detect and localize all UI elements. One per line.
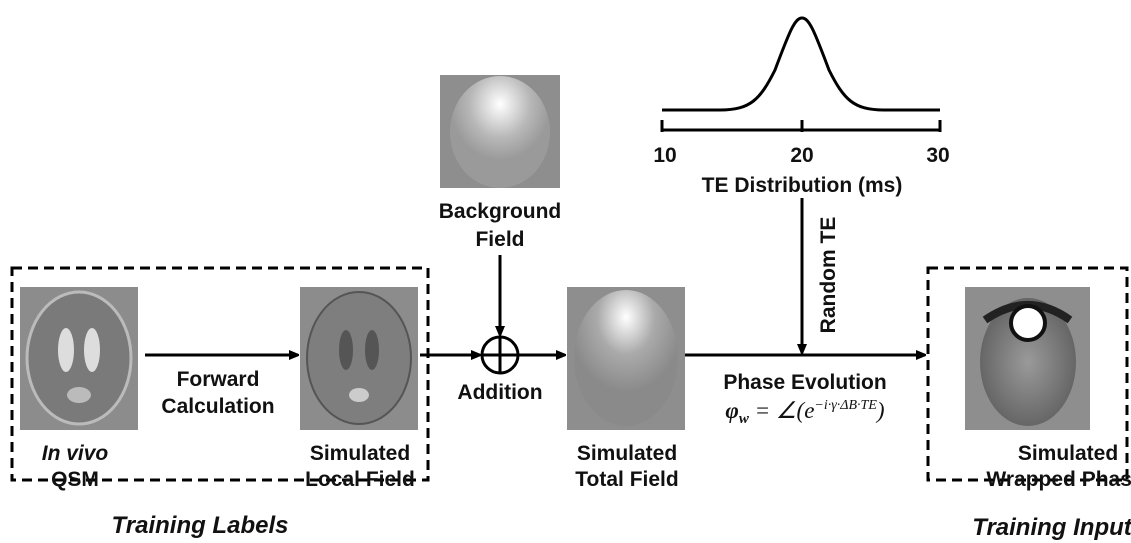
label: Simulated — [310, 442, 410, 465]
te-curve — [662, 18, 940, 110]
tick-label: 20 — [790, 144, 813, 167]
formula: φw = ∠(e−i·γ·ΔB·TE) — [725, 398, 884, 427]
label: Simulated — [1018, 442, 1118, 465]
tick-label: 30 — [926, 144, 949, 167]
te-axis — [662, 120, 940, 132]
label: Simulated — [577, 442, 677, 465]
label: Background — [439, 200, 562, 223]
label: Calculation — [161, 395, 274, 418]
label: Field — [475, 228, 524, 251]
label: QSM — [51, 468, 99, 491]
sum-node — [482, 337, 518, 373]
label: Total Field — [575, 468, 678, 491]
local-field-image — [300, 287, 418, 430]
tick-label: 10 — [653, 144, 676, 167]
label: Random TE — [817, 217, 840, 334]
label: Wrapped Phase — [986, 468, 1131, 491]
background-image — [440, 75, 560, 188]
total-field-image — [567, 287, 685, 430]
axis-label: TE Distribution (ms) — [702, 174, 903, 197]
label: In vivo — [42, 442, 109, 465]
group-title: Training Input — [972, 514, 1131, 541]
label: Local Field — [305, 468, 415, 491]
label: Forward — [177, 368, 260, 391]
label: Addition — [457, 381, 542, 404]
label: Phase Evolution — [723, 371, 886, 394]
qsm-image — [20, 287, 138, 430]
diagram: 10 20 30 TE Distribution (ms) Random TE … — [0, 0, 1131, 543]
wrapped-phase-image — [965, 287, 1090, 430]
group-title: Training Labels — [112, 512, 289, 539]
